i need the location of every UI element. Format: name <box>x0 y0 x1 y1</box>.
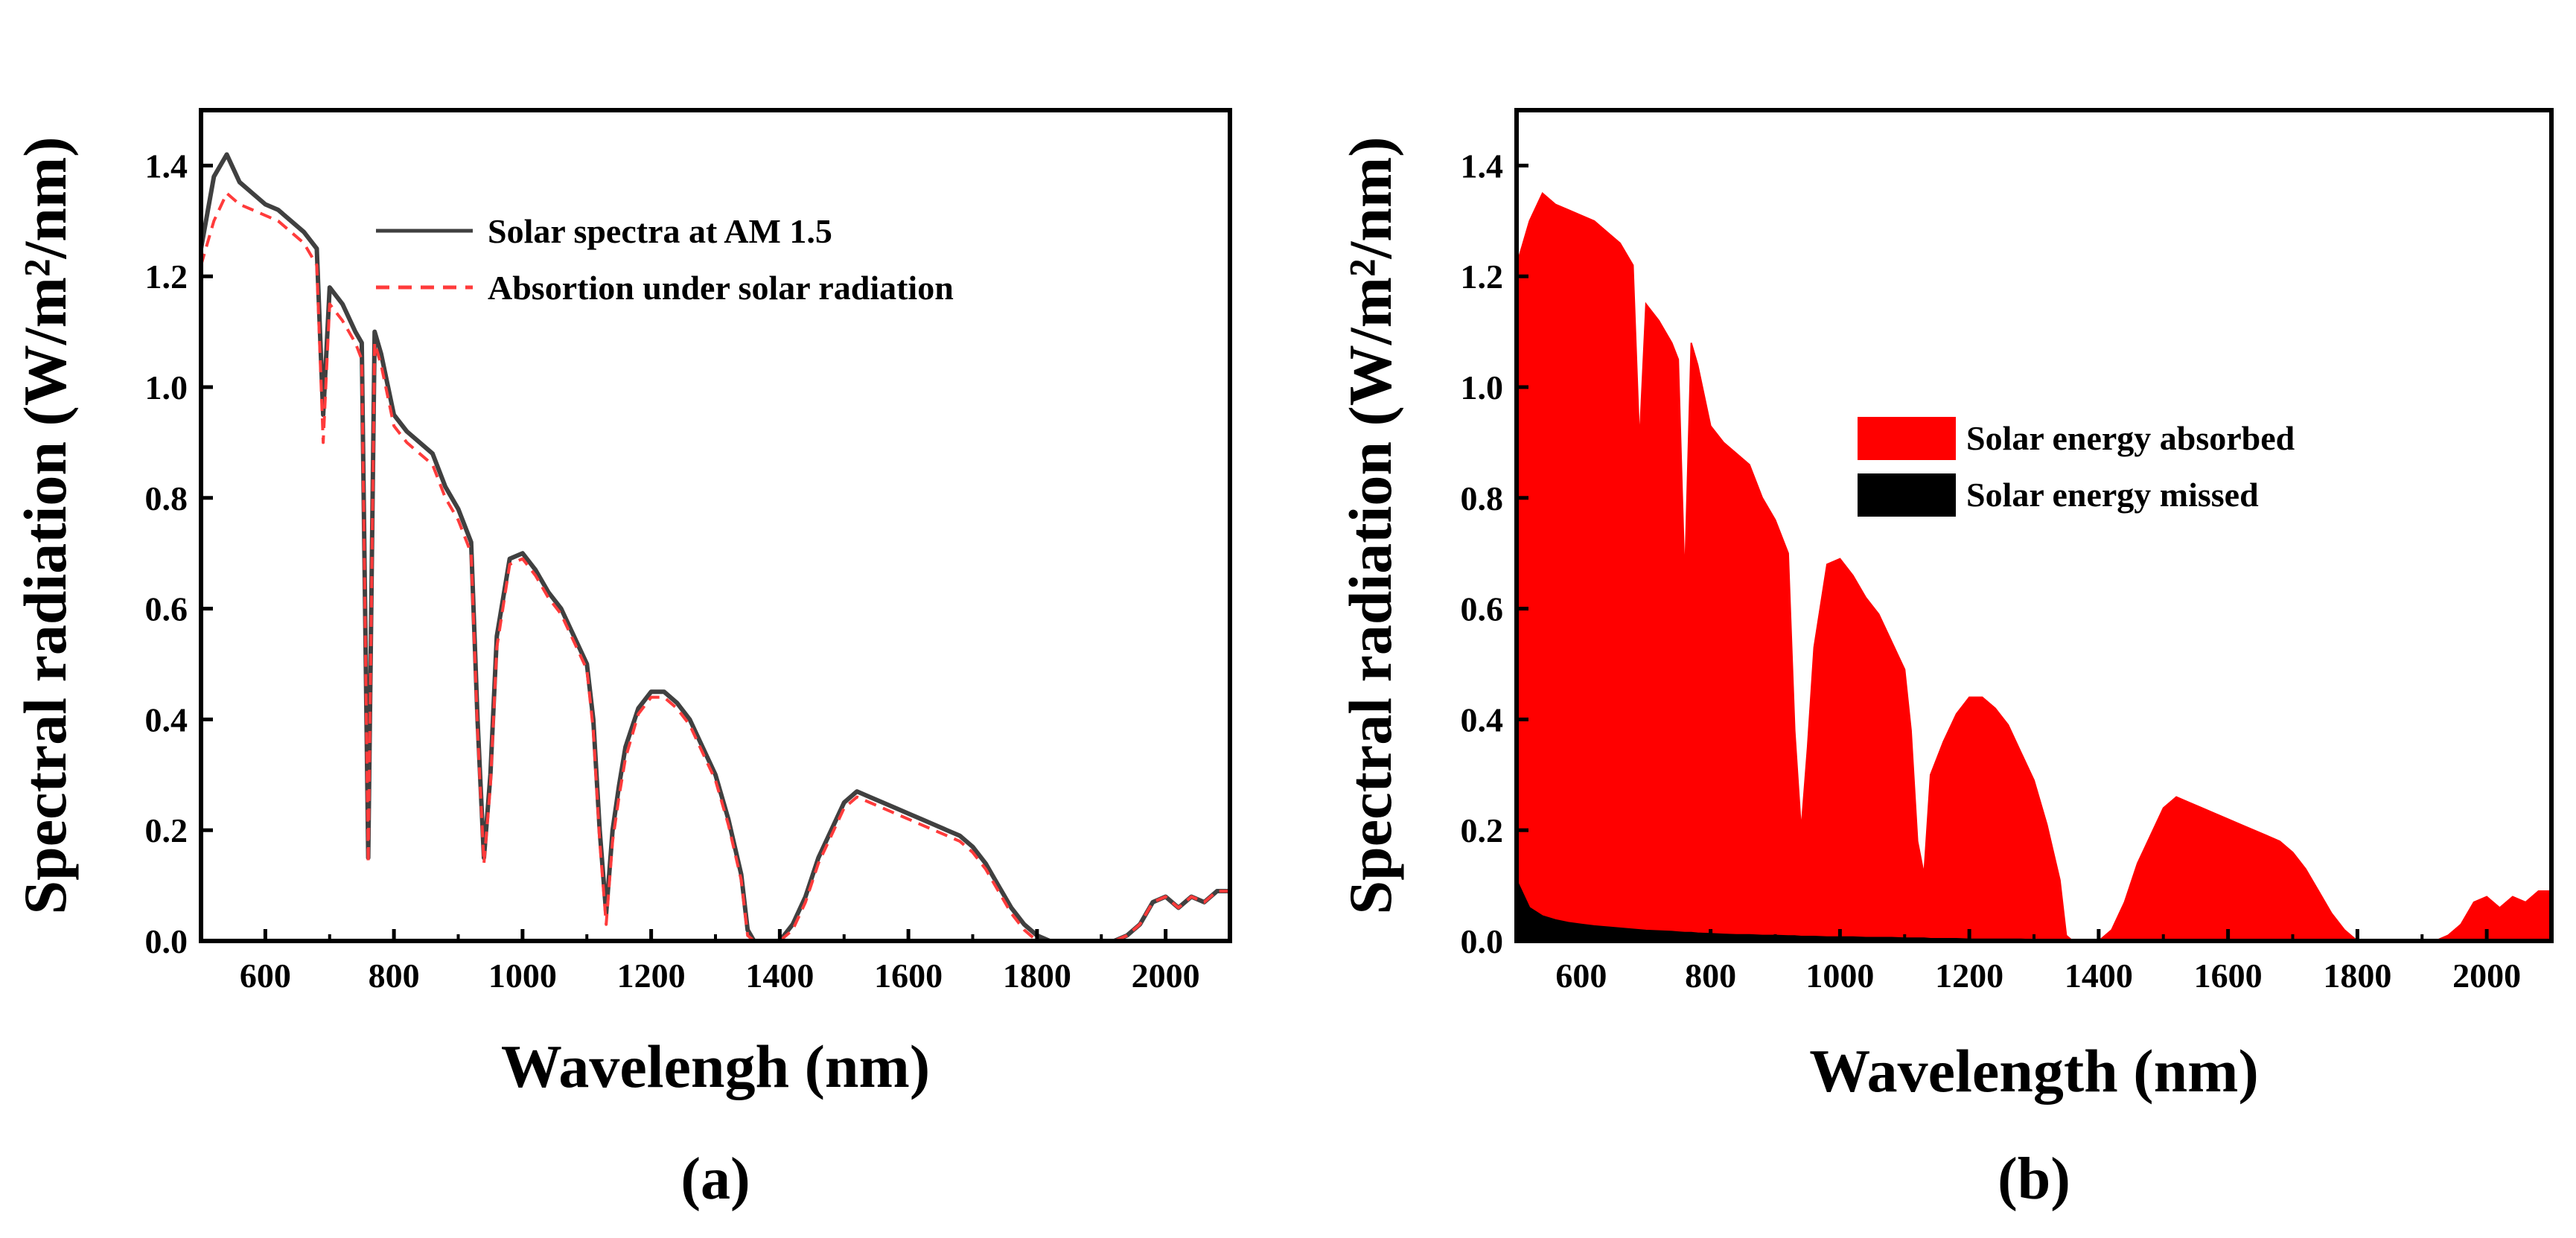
y-tick-label: 0.4 <box>145 701 188 738</box>
y-tick-label: 0.4 <box>1461 701 1504 738</box>
line-series-1 <box>201 191 1230 941</box>
x-tick-label: 800 <box>1685 957 1736 995</box>
x-tick-label: 1200 <box>617 957 686 995</box>
panel-b: 600 800 1000 1200 1400 1600 1800 2000 0.0 0.2 0.4 0… <box>1336 108 2554 1212</box>
x-tick-label: 1400 <box>2065 957 2133 995</box>
legend-swatch-0 <box>1858 417 1956 460</box>
y-tick-label: 1.0 <box>1461 368 1504 406</box>
x-tick-label: 1000 <box>488 957 557 995</box>
y-tick-label: 0.2 <box>1461 811 1504 849</box>
panel-label: (b) <box>1998 1146 2070 1212</box>
plot-area <box>1517 191 2551 941</box>
legend-label-0: Solar energy absorbed <box>1966 419 2295 457</box>
x-tick-label: 2000 <box>2452 957 2521 995</box>
y-tick-label: 0.6 <box>1461 590 1504 628</box>
legend-swatch-1 <box>1858 473 1956 517</box>
x-axis-label: Wavelength (nm) <box>1809 1037 2259 1105</box>
x-tick-label: 600 <box>240 957 291 995</box>
x-tick-label: 2000 <box>1132 957 1200 995</box>
legend-label-1: Absortion under solar radiation <box>488 269 954 307</box>
panel-label: (a) <box>680 1146 750 1212</box>
y-tick-label: 0.0 <box>145 922 188 960</box>
y-tick-label: 0.0 <box>1461 922 1504 960</box>
legend-label-0: Solar spectra at AM 1.5 <box>488 212 832 250</box>
x-tick-label: 1800 <box>2323 957 2391 995</box>
y-tick-label: 0.6 <box>145 590 188 628</box>
y-axis-label: Spectral radiation (W/m²/nm) <box>1336 137 1404 915</box>
y-tick-label: 0.8 <box>145 479 188 517</box>
y-tick-label: 0.8 <box>1461 479 1504 517</box>
y-tick-label: 1.4 <box>1461 147 1504 185</box>
plot-area <box>201 152 1230 941</box>
legend: Solar energy absorbed Solar energy missed <box>1858 417 2295 517</box>
legend: Solar spectra at AM 1.5 Absortion under s… <box>376 212 954 307</box>
y-tick-label: 1.0 <box>145 368 188 406</box>
x-tick-label: 1200 <box>1935 957 2003 995</box>
x-tick-label: 1600 <box>874 957 943 995</box>
x-tick-label: 1800 <box>1003 957 1071 995</box>
x-axis-label: Wavelengh (nm) <box>501 1033 930 1100</box>
legend-label-1: Solar energy missed <box>1966 476 2259 514</box>
area-series-0 <box>1517 191 2551 941</box>
x-tick-label: 1600 <box>2194 957 2263 995</box>
y-axis-label: Spectral radiation (W/m²/nm) <box>11 137 79 915</box>
x-tick-label: 800 <box>369 957 420 995</box>
panel-a: 600 800 1000 1200 1400 1600 1800 2000 0.0 0.2 0.4 0… <box>11 108 1232 1212</box>
x-tick-label: 600 <box>1555 957 1607 995</box>
y-tick-label: 0.2 <box>145 811 188 849</box>
x-tick-label: 1400 <box>745 957 814 995</box>
x-tick-label: 1000 <box>1805 957 1874 995</box>
y-tick-label: 1.2 <box>145 258 188 296</box>
y-tick-label: 1.2 <box>1461 258 1504 296</box>
y-tick-label: 1.4 <box>145 147 188 185</box>
